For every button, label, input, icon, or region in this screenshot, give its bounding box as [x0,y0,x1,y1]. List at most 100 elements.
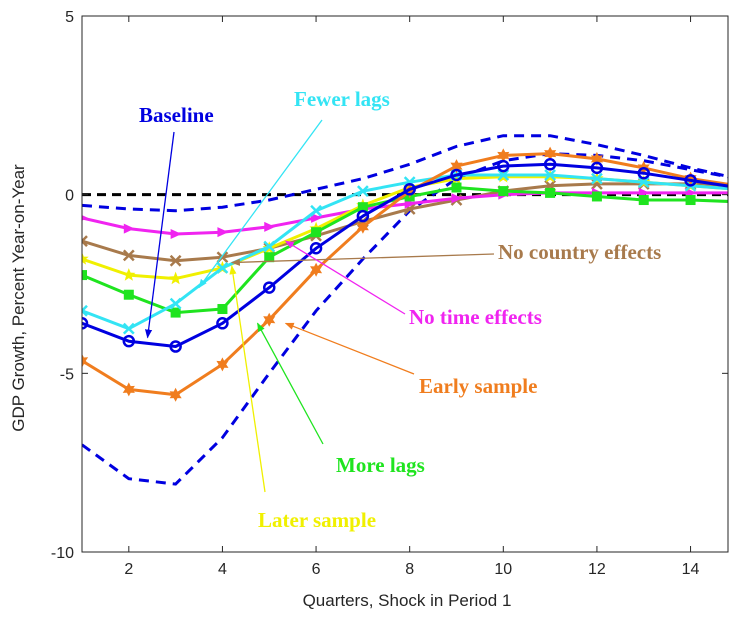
point-more-lags-14 [685,195,696,206]
point-no-time-effects-3 [170,228,182,239]
point-baseline-11 [543,158,557,171]
point-fewer-lags-2 [122,322,135,335]
annotations-layer: Baseline Fewer lags No country effects No t… [139,87,661,532]
series-layer [82,146,728,402]
x-tick-label-8: 8 [405,561,414,578]
x-tick-label-10: 10 [494,561,512,578]
point-fewer-lags-12 [591,172,603,185]
point-fewer-lags-4 [216,262,229,274]
annotation-fewer-lags: Fewer lags [198,87,390,289]
point-early-sample-12 [590,151,603,166]
plot-frame [81,15,729,553]
point-fewer-lags-7 [356,185,369,197]
point-more-lags-6 [311,227,322,238]
point-more-lags-12 [591,191,602,202]
point-baseline-8 [403,183,416,196]
point-more-lags-13 [638,195,649,206]
annotation-baseline: Baseline [139,103,214,339]
point-no-time-effects-6 [311,212,323,223]
point-early-sample-7 [356,219,369,234]
y-tick-label-2: 0 [65,188,74,205]
point-no-country-effects-3 [169,254,182,267]
point-baseline-2 [122,334,136,348]
point-baseline-10 [497,159,510,173]
point-more-lags-10 [498,186,509,197]
point-later-sample-2 [122,268,136,281]
point-more-lags-11 [545,187,556,198]
annotation-arrow-later-sample [229,265,266,493]
point-more-lags-2 [123,289,134,300]
point-fewer-lags-10 [497,169,510,181]
point-early-sample-5 [263,312,276,327]
point-more-lags-9 [451,182,462,193]
point-early-sample-2 [122,382,135,397]
point-no-time-effects-1 [82,215,88,221]
annotation-arrow-no-time-effects [284,240,406,315]
annotation-arrow-no-country-effects [230,253,495,266]
point-baseline-9 [450,168,463,182]
point-more-lags-3 [170,307,181,318]
y-tick-label-1: -5 [60,366,74,383]
annotation-later-sample: Later sample [229,265,376,532]
point-early-sample-3 [169,387,182,402]
series-baseline [82,158,728,353]
point-fewer-lags-3 [169,297,182,310]
y-tick-label-0: -10 [51,545,74,562]
x-axis-label: Quarters, Shock in Period 1 [303,591,512,610]
x-tick-label-4: 4 [218,561,227,578]
x-tick-label-6: 6 [312,561,321,578]
annotation-arrow-baseline [144,131,175,339]
point-no-country-effects-1 [82,235,88,248]
annotation-more-lags: More lags [256,322,425,477]
point-early-sample-14 [684,171,697,186]
annotation-arrow-fewer-lags [198,119,323,289]
point-early-sample-4 [216,357,229,372]
y-axis-label: GDP Growth, Percent Year-on-Year [9,164,28,432]
point-early-sample-6 [310,262,323,277]
x-tick-label-2: 2 [124,561,133,578]
annotation-label-fewer-lags: Fewer lags [294,87,390,111]
point-fewer-lags-13 [637,176,650,189]
point-more-lags-4 [217,304,228,315]
point-more-lags-5 [264,252,275,263]
point-baseline-6 [309,242,323,255]
point-more-lags-7 [357,202,368,213]
annotation-arrow-early-sample [284,322,415,375]
point-early-sample-10 [497,148,510,163]
annotation-no-country-effects: No country effects [230,240,661,266]
annotation-label-no-time-effects: No time effects [409,305,542,329]
point-baseline-13 [637,166,650,180]
point-no-time-effects-5 [264,221,276,232]
point-baseline-5 [262,281,276,294]
annotation-arrow-more-lags [256,322,324,445]
point-later-sample-9 [449,171,464,185]
annotation-label-no-country-effects: No country effects [498,240,661,264]
x-tick-label-12: 12 [588,561,606,578]
point-early-sample-9 [450,159,463,174]
point-more-lags-1 [82,270,87,281]
point-fewer-lags-6 [310,204,322,217]
point-baseline-12 [590,161,604,175]
y-tick-label-3: 5 [65,9,74,26]
annotation-early-sample: Early sample [284,322,537,398]
point-early-sample-8 [403,184,416,199]
point-early-sample-11 [544,146,557,161]
point-baseline-14 [684,174,697,187]
annotation-no-time-effects: No time effects [284,240,542,329]
confidence-band-2 [82,134,728,213]
point-baseline-7 [356,209,370,223]
point-baseline-1 [82,317,89,330]
point-no-time-effects-2 [123,223,135,234]
point-later-sample-1 [82,252,89,265]
annotation-label-baseline: Baseline [139,103,214,127]
annotation-label-more-lags: More lags [336,453,425,477]
point-fewer-lags-1 [82,304,88,317]
annotation-label-later-sample: Later sample [258,508,376,532]
point-fewer-lags-5 [263,240,276,253]
point-fewer-lags-11 [544,169,556,181]
axes-layer: 2 4 6 8 10 12 14 -10 -5 0 5 [51,9,729,578]
series-line-baseline [82,162,728,348]
point-no-country-effects-2 [122,249,135,262]
